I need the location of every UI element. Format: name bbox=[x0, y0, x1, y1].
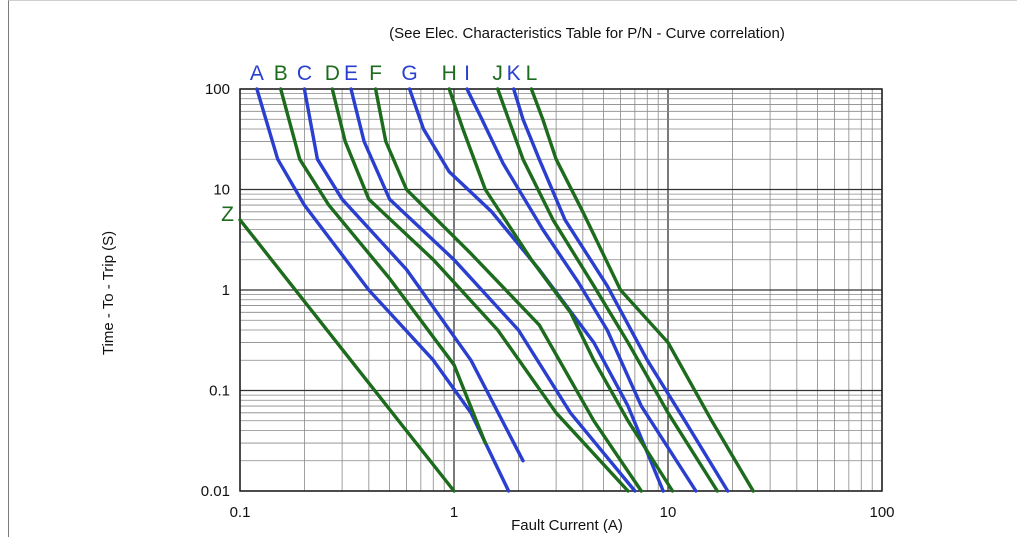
curve-label-l: L bbox=[526, 62, 538, 85]
curve-label-d: D bbox=[325, 62, 340, 85]
curve-label-i: I bbox=[464, 62, 470, 85]
curve-label-c: C bbox=[297, 62, 312, 85]
chart-title: (See Elec. Characteristics Table for P/N… bbox=[389, 25, 785, 42]
chart-frame bbox=[8, 0, 1017, 537]
curve-lines bbox=[238, 87, 755, 493]
curve-label-z: Z bbox=[221, 203, 234, 226]
curve-h bbox=[447, 87, 675, 493]
curve-label-h: H bbox=[442, 62, 457, 85]
curve-c bbox=[302, 87, 525, 463]
x-tick-label: 1 bbox=[450, 504, 458, 521]
x-tick-label: 100 bbox=[869, 504, 894, 521]
curve-j bbox=[496, 87, 719, 493]
curve-label-k: K bbox=[507, 62, 521, 85]
x-tick-label: 0.1 bbox=[230, 504, 251, 521]
curve-label-e: E bbox=[344, 62, 358, 85]
curve-f bbox=[373, 87, 643, 493]
curve-g bbox=[407, 87, 665, 493]
grid-lines bbox=[239, 88, 883, 492]
x-axis-title: Fault Current (A) bbox=[511, 517, 623, 534]
y-tick-label: 0.1 bbox=[209, 383, 230, 400]
curve-l bbox=[529, 87, 755, 493]
curve-i bbox=[465, 87, 698, 493]
curve-b bbox=[279, 87, 487, 445]
curve-label-f: F bbox=[369, 62, 382, 85]
y-tick-label: 0.01 bbox=[201, 483, 230, 500]
curve-label-j: J bbox=[492, 62, 503, 85]
curve-label-g: G bbox=[401, 62, 417, 85]
curve-e bbox=[349, 87, 637, 493]
curve-a bbox=[255, 87, 511, 493]
y-axis-title: Time - To - Trip (S) bbox=[100, 231, 117, 355]
curve-k bbox=[512, 87, 730, 493]
curve-labels: A B C D E F G H I J K L Z bbox=[221, 62, 537, 226]
curve-label-b: B bbox=[274, 62, 288, 85]
x-tick-label: 10 bbox=[660, 504, 677, 521]
plot-border bbox=[239, 88, 883, 492]
curve-d bbox=[330, 87, 630, 493]
curve-label-a: A bbox=[250, 62, 264, 85]
curve-z bbox=[238, 218, 456, 493]
y-tick-label: 10 bbox=[213, 182, 230, 199]
y-tick-label: 1 bbox=[222, 282, 230, 299]
y-tick-label: 100 bbox=[205, 81, 230, 98]
